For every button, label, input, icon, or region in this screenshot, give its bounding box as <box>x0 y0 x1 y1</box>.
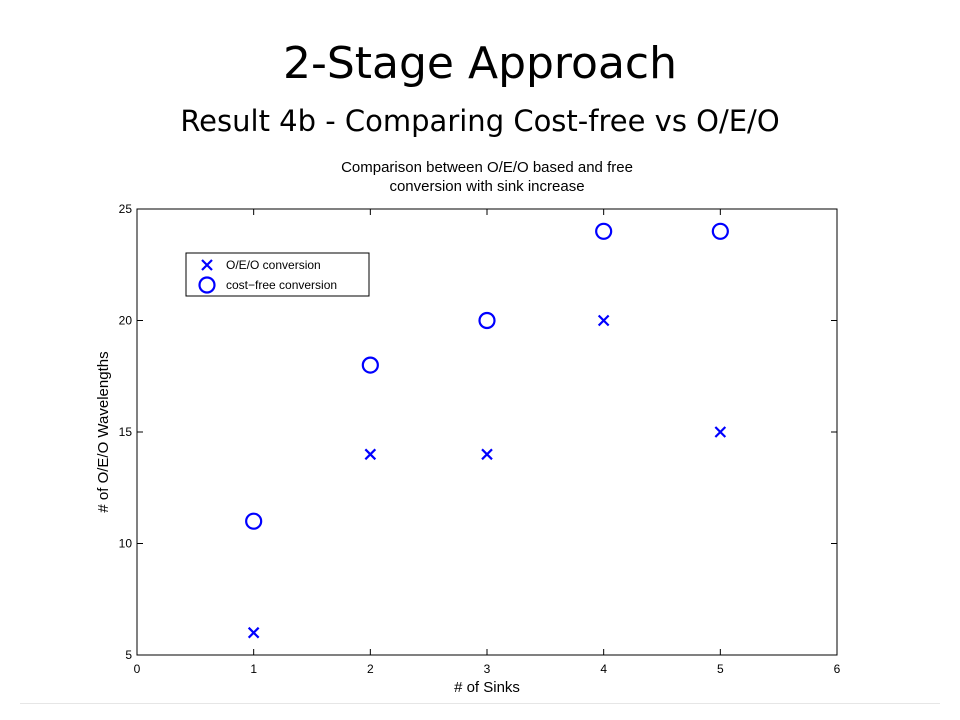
legend-marker-cost-free <box>198 276 216 294</box>
legend-label: O/E/O conversion <box>226 258 321 272</box>
x-axis-label: # of Sinks <box>454 679 520 696</box>
point-cost-free-conversion <box>478 311 496 330</box>
y-tick-label: 20 <box>119 314 133 328</box>
chart-subtitle: conversion with sink increase <box>389 178 584 195</box>
point-cost-free-conversion <box>711 222 729 240</box>
point-cost-free-conversion <box>595 222 613 240</box>
x-tick-label: 2 <box>367 662 374 676</box>
point-cost-free-conversion <box>361 356 379 374</box>
point-oeo-conversion <box>364 448 377 461</box>
y-tick-label: 25 <box>119 202 133 216</box>
y-axis-label: # of O/E/O Wavelengths <box>95 351 112 512</box>
slide-subtitle: Result 4b - Comparing Cost-free vs O/E/O <box>180 104 780 138</box>
x-tick-label: 4 <box>600 662 607 676</box>
y-tick-label: 5 <box>125 648 132 662</box>
x-tick-label: 5 <box>717 662 724 676</box>
y-tick-label: 10 <box>119 537 133 551</box>
point-oeo-conversion <box>714 426 727 438</box>
x-tick-label: 6 <box>834 662 841 676</box>
y-tick-label: 15 <box>119 425 133 439</box>
bottom-divider <box>20 703 940 704</box>
point-oeo-conversion <box>597 314 610 327</box>
slide-title: 2-Stage Approach <box>282 38 678 89</box>
point-oeo-conversion <box>481 448 493 461</box>
chart-title: Comparison between O/E/O based and free <box>341 159 633 176</box>
legend-marker-oeo <box>201 259 213 271</box>
x-tick-label: 0 <box>134 662 141 676</box>
point-oeo-conversion <box>247 626 260 639</box>
point-cost-free-conversion <box>245 512 263 530</box>
legend-box <box>185 252 370 297</box>
x-tick-label: 3 <box>484 662 491 676</box>
x-tick-label: 1 <box>250 662 257 676</box>
legend-label: cost−free conversion <box>226 278 337 292</box>
